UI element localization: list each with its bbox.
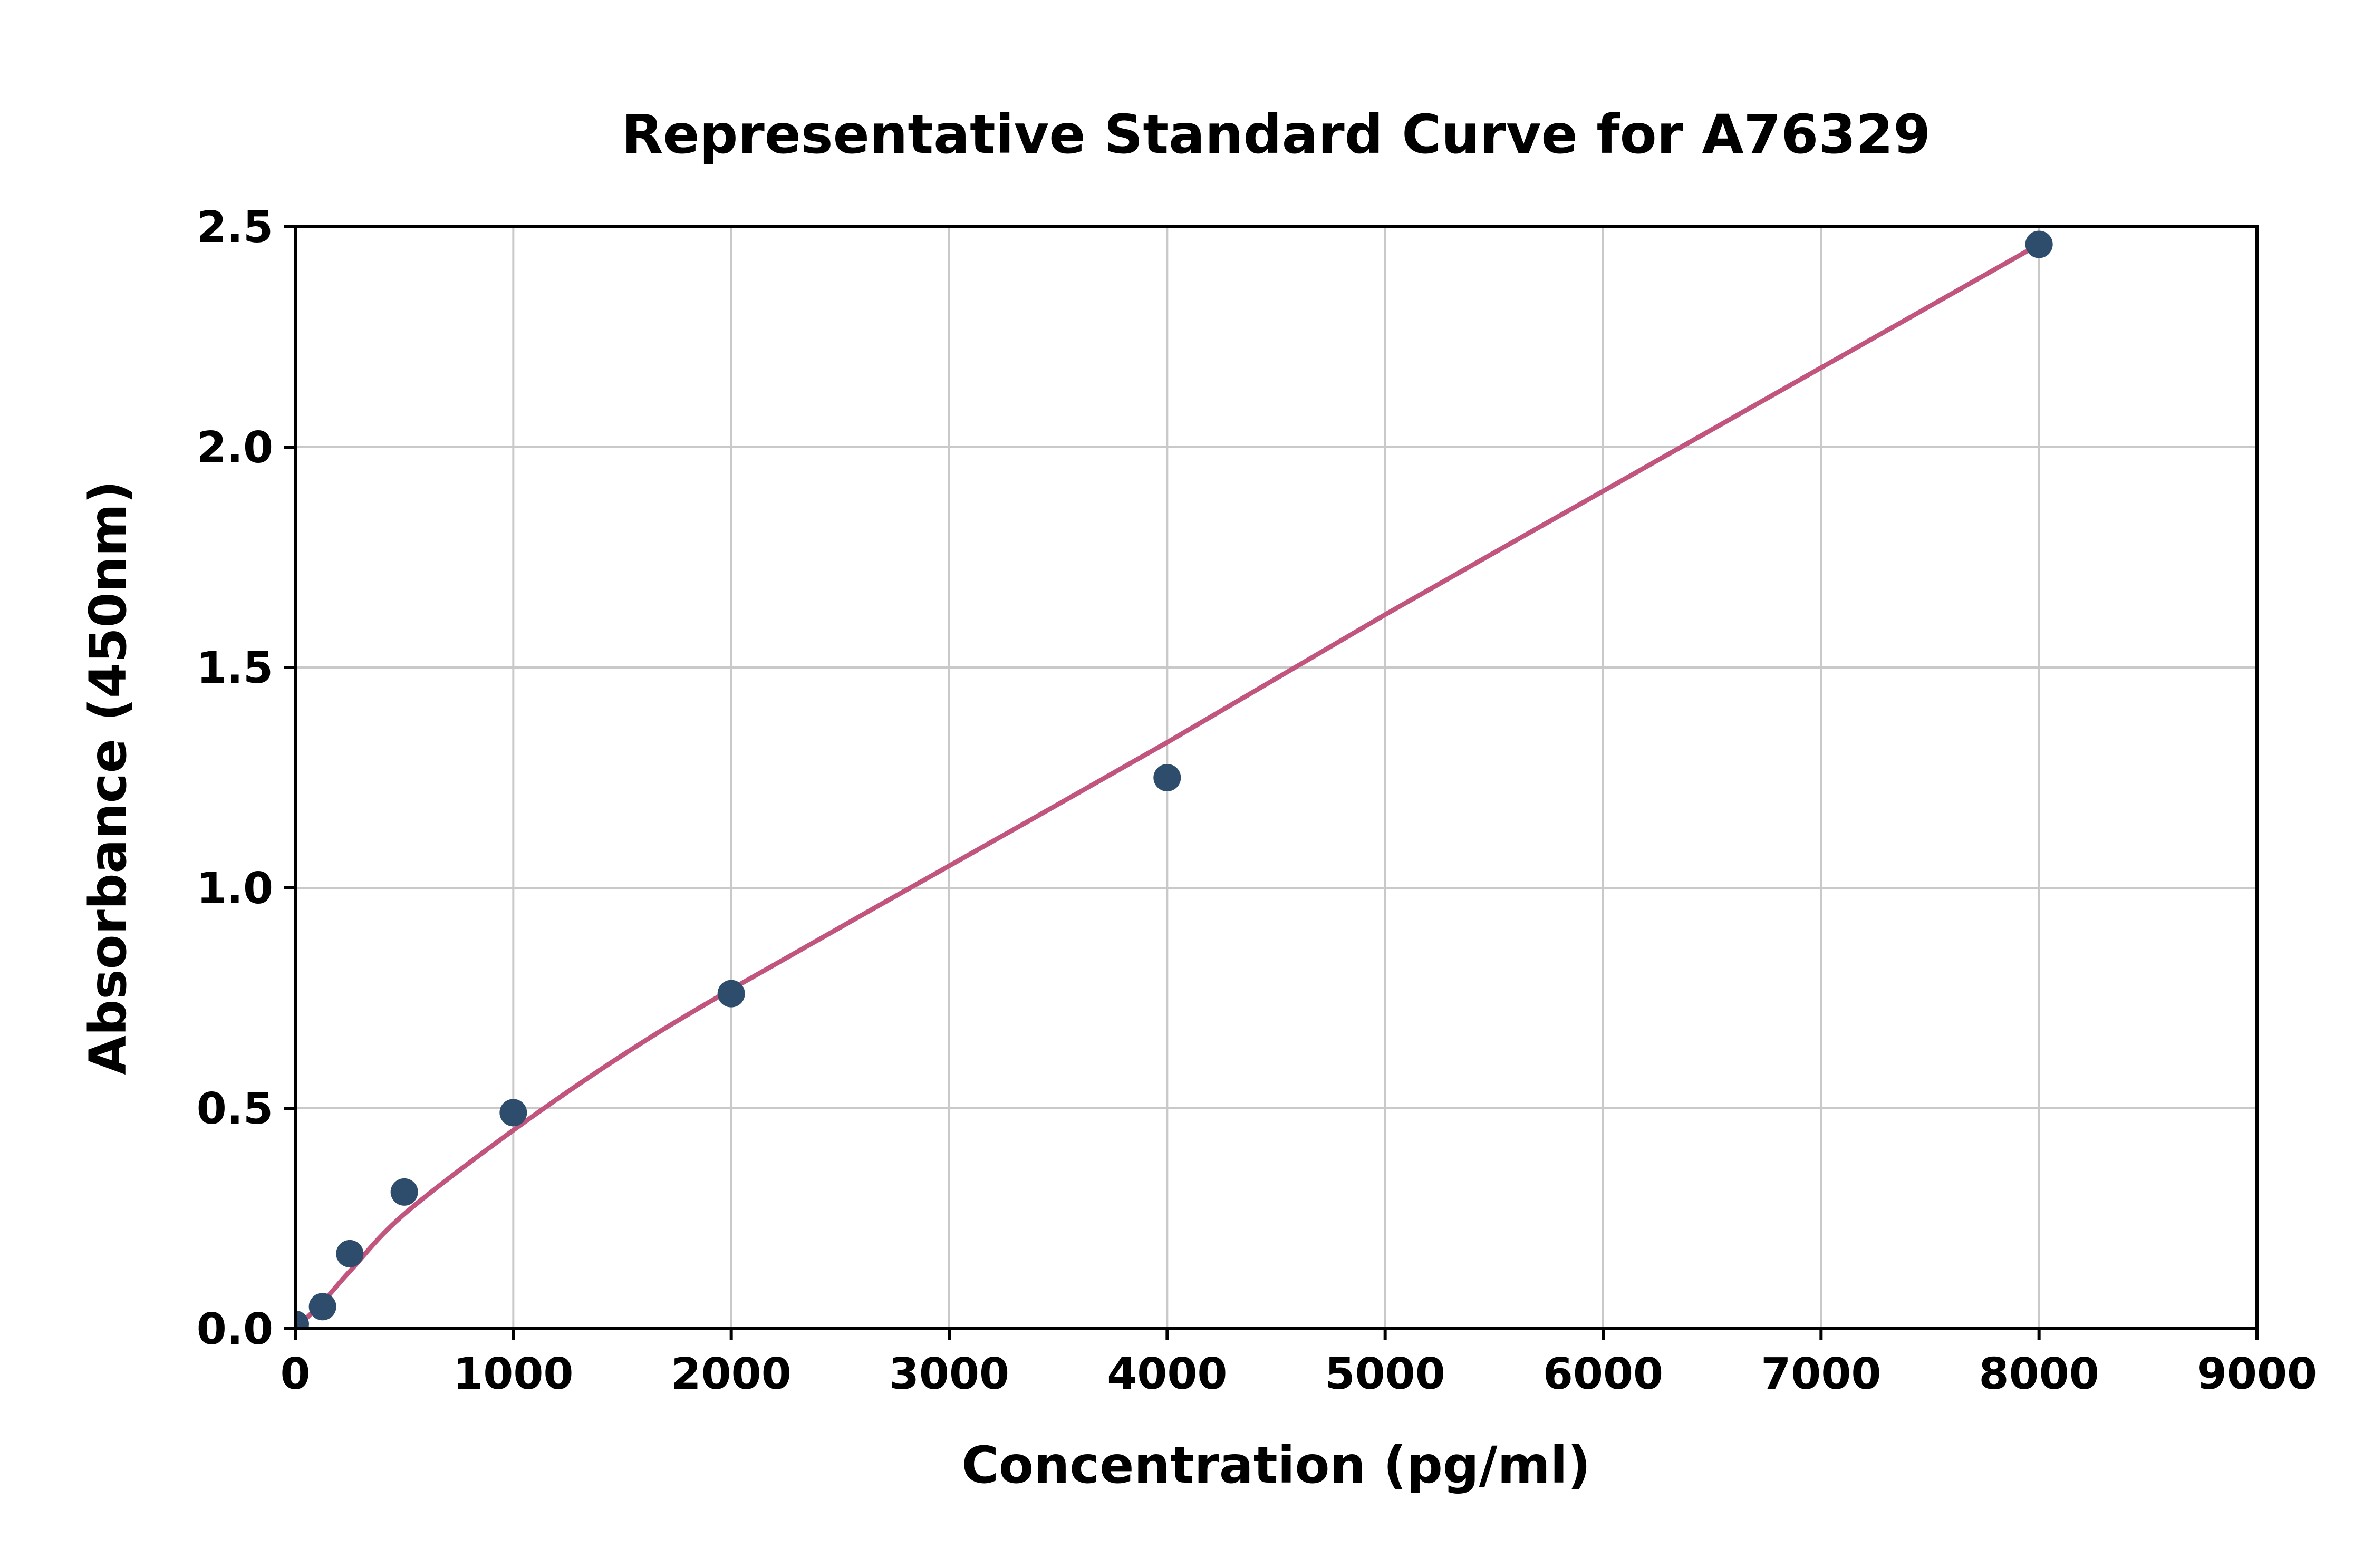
data-point — [1153, 764, 1181, 791]
data-point — [2025, 230, 2053, 258]
x-tick-label: 0 — [280, 1349, 310, 1399]
data-point — [336, 1240, 364, 1267]
y-tick-label: 2.5 — [197, 202, 273, 253]
x-tick-label: 5000 — [1325, 1349, 1445, 1399]
data-point — [390, 1178, 418, 1206]
chart-title: Representative Standard Curve for A76329 — [622, 103, 1931, 166]
fit-curve — [295, 241, 2042, 1329]
data-point — [308, 1293, 336, 1321]
x-tick-label: 8000 — [1979, 1349, 2099, 1399]
plot-border — [294, 225, 2259, 1330]
y-tick-label: 1.5 — [197, 643, 273, 693]
y-tick-label: 0.5 — [197, 1084, 273, 1134]
x-tick-label: 1000 — [453, 1349, 573, 1399]
data-point — [499, 1099, 527, 1127]
x-axis-label: Concentration (pg/ml) — [962, 1436, 1591, 1495]
data-point — [295, 1310, 309, 1329]
y-axis-label: Absorbance (450nm) — [79, 480, 138, 1075]
x-tick-label: 3000 — [889, 1349, 1009, 1399]
y-tick-label: 1.0 — [197, 864, 273, 914]
x-tick-label: 6000 — [1543, 1349, 1663, 1399]
grid-lines — [294, 226, 2258, 1330]
y-tick-label: 0.0 — [197, 1304, 273, 1354]
y-tick-label: 2.0 — [197, 423, 273, 473]
series-layer — [295, 230, 2053, 1329]
data-point — [717, 980, 745, 1008]
x-tick-label: 2000 — [671, 1349, 792, 1399]
x-tick-label: 7000 — [1761, 1349, 1881, 1399]
x-tick-label: 4000 — [1107, 1349, 1227, 1399]
x-tick-label: 9000 — [2197, 1349, 2317, 1399]
axes-layer: 0 1000 2000 3000 4000 5000 6000 7000 8000 9000 0.0… — [197, 202, 2317, 1399]
